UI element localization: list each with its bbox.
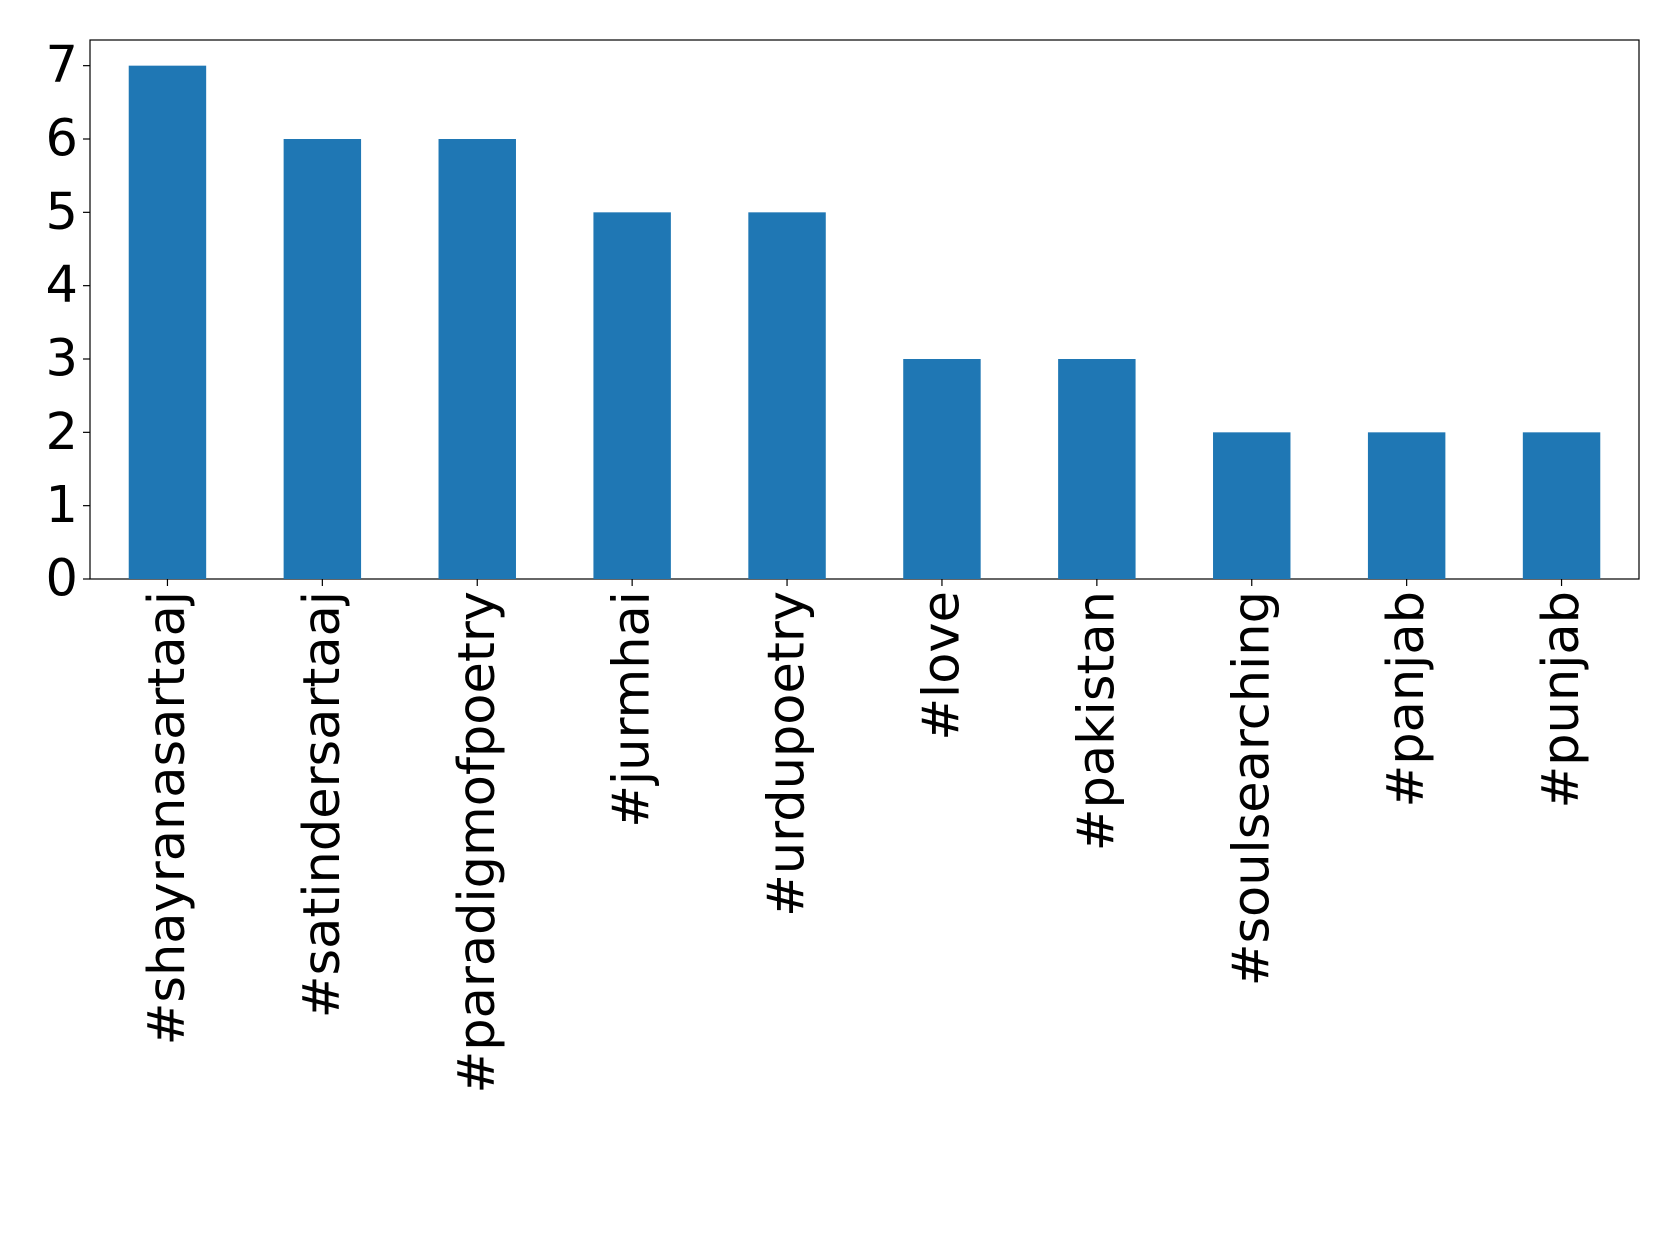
y-tick-label: 7 [46,36,78,95]
bar [903,359,981,579]
x-tick-label: #pakistan [1067,591,1126,851]
y-tick-label: 6 [46,110,78,169]
bar [748,212,826,580]
plot-frame [89,39,1640,580]
y-tick-label: 5 [46,183,78,242]
bar [128,65,207,579]
bar [1213,432,1291,579]
x-tick-label: #shayranasartaaj [138,591,197,1045]
bar [593,212,671,580]
bar [283,139,362,579]
y-tick-label: 2 [46,403,78,462]
x-tick-label: #panjab [1377,591,1436,807]
x-tick-label: #soulsearching [1222,591,1281,986]
x-tick-label: #jurmhai [603,591,662,828]
y-tick-label: 1 [46,476,78,535]
y-tick-label: 3 [46,330,78,389]
x-tick-label: #paradigmofpoetry [448,591,507,1093]
bar [438,139,516,579]
x-tick-label: #punjab [1532,591,1591,809]
bar [1522,432,1601,579]
x-tick-label: #love [912,591,971,741]
y-tick-label: 0 [46,550,78,609]
bar [1058,359,1136,579]
x-tick-label: #satindersartaaj [293,591,352,1018]
bar [1367,432,1446,579]
x-tick-label: #urdupoetry [758,591,817,917]
y-tick-label: 4 [46,256,78,315]
